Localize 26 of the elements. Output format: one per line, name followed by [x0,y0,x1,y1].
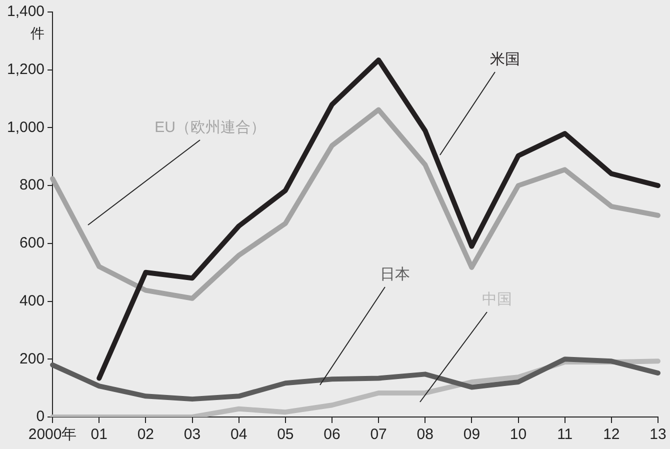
text: 米国 [490,51,520,68]
x-tick-label: 11 [557,426,573,444]
y-tick-label: 800 [20,176,45,194]
y-tick-label: 600 [20,234,45,252]
x-tick-label: 12 [603,426,620,444]
text: 日本 [380,266,410,284]
y-tick-label: 0 [36,408,45,426]
x-tick-label: 08 [416,426,434,444]
text: EU（欧州連合） [154,119,266,136]
y-tick-label: 1,000 [6,118,45,136]
x-tick-label: 05 [277,426,294,444]
x-tick-label: 09 [463,426,480,444]
y-tick-label: 400 [20,292,45,310]
y-tick-label: 1,400 [6,3,45,20]
x-tick-label: 03 [184,426,201,444]
x-tick-label: 06 [324,426,340,444]
y-axis-title: 件 [30,24,45,41]
x-tick-label: 02 [137,426,154,444]
x-tick-label: 10 [510,426,527,444]
x-tick-label: 13 [650,426,666,444]
x-tick-label: 04 [230,426,248,444]
x-tick-label: 2000年 [28,426,77,444]
y-tick-label: 200 [20,350,45,368]
x-tick-label: 07 [370,426,387,444]
y-tick-label: 1,200 [6,61,45,78]
x-tick-label: 01 [90,426,108,444]
